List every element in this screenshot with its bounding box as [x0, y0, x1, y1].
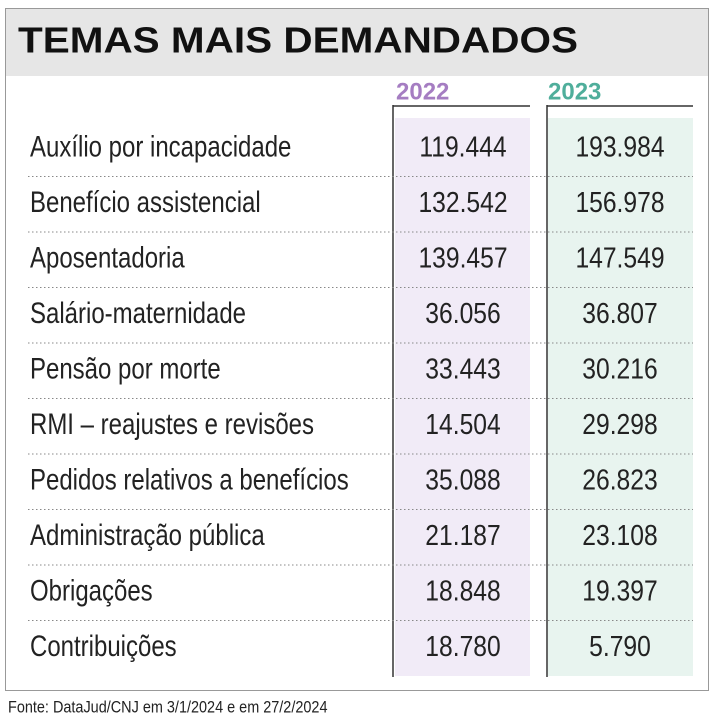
row-label: Contribuições [30, 629, 177, 663]
cell-value: 14.504 [425, 408, 500, 440]
row-label: Pensão por morte [30, 351, 221, 385]
row-label: RMI – reajustes e revisões [30, 407, 314, 441]
row-label: Salário-maternidade [30, 296, 246, 330]
row-label: Aposentadoria [30, 240, 186, 274]
column-bg-2022 [395, 118, 530, 676]
cell-value: 147.549 [575, 242, 664, 274]
cell-value: 29.298 [582, 408, 657, 440]
cell-value: 18.780 [425, 630, 500, 662]
column-header: 2023 [548, 78, 601, 105]
cell-value: 26.823 [582, 464, 657, 496]
cell-value: 36.056 [425, 297, 500, 329]
cell-value: 19.397 [582, 575, 657, 607]
title: TEMAS MAIS DEMANDADOS [18, 20, 578, 61]
cell-value: 30.216 [582, 353, 657, 385]
cell-value: 33.443 [425, 353, 500, 385]
cell-value: 156.978 [575, 186, 664, 218]
row-label: Obrigações [30, 573, 153, 607]
title-bar [6, 9, 708, 76]
column-header: 2022 [396, 78, 449, 105]
cell-value: 21.187 [425, 519, 500, 551]
cell-value: 119.444 [419, 131, 506, 163]
source-note: Fonte: DataJud/CNJ em 3/1/2024 e em 27/2… [8, 698, 328, 716]
cell-value: 5.790 [589, 630, 651, 662]
row-label: Administração pública [30, 518, 265, 552]
row-label: Auxílio por incapacidade [30, 129, 291, 163]
cell-value: 36.807 [582, 297, 657, 329]
cell-value: 139.457 [418, 242, 507, 274]
cell-value: 193.984 [575, 131, 664, 163]
row-label: Pedidos relativos a benefícios [30, 462, 349, 496]
column-bg-2023 [548, 118, 693, 676]
cell-value: 23.108 [582, 519, 657, 551]
row-label: Benefício assistencial [30, 185, 261, 219]
cell-value: 35.088 [425, 464, 500, 496]
cell-value: 18.848 [425, 575, 500, 607]
cell-value: 132.542 [418, 186, 507, 218]
